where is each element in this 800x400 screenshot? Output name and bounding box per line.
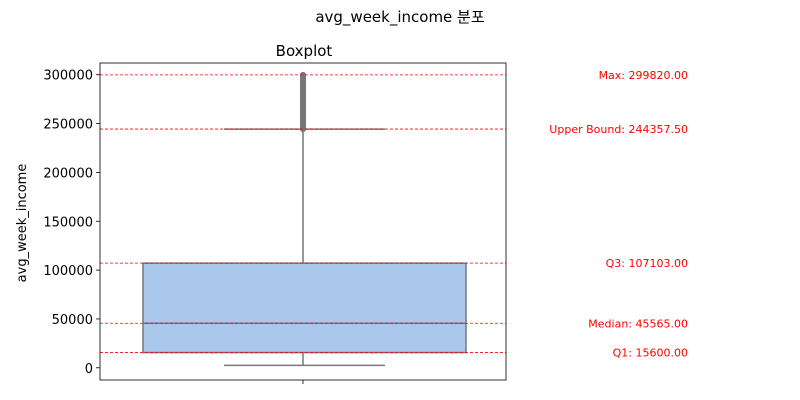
annotations: Max: 299820.00 Upper Bound: 244357.50 Q3: … bbox=[549, 69, 688, 360]
y-tick-label: 250000 bbox=[43, 118, 93, 133]
reference-label: Q1: 15600.00 bbox=[613, 347, 688, 360]
reference-label: Max: 299820.00 bbox=[599, 69, 688, 82]
iqr-box bbox=[142, 262, 467, 354]
axes-title: Boxplot bbox=[276, 42, 333, 60]
plot-area bbox=[100, 71, 506, 367]
y-tick-label: 0 bbox=[85, 362, 93, 377]
y-tick-label: 100000 bbox=[43, 264, 93, 279]
reference-label: Upper Bound: 244357.50 bbox=[549, 123, 688, 136]
y-tick-label: 50000 bbox=[52, 313, 93, 328]
y-axis-label: avg_week_income bbox=[15, 164, 30, 283]
reference-label: Median: 45565.00 bbox=[588, 317, 688, 330]
y-axis: 0 50000 100000 150000 200000 250000 300000 bbox=[43, 62, 507, 384]
figure-title: avg_week_income 분포 bbox=[315, 8, 485, 27]
y-tick-label: 200000 bbox=[43, 166, 93, 181]
reference-label: Q3: 107103.00 bbox=[606, 257, 688, 270]
y-tick-label: 150000 bbox=[43, 215, 93, 230]
y-tick-label: 300000 bbox=[43, 69, 93, 84]
